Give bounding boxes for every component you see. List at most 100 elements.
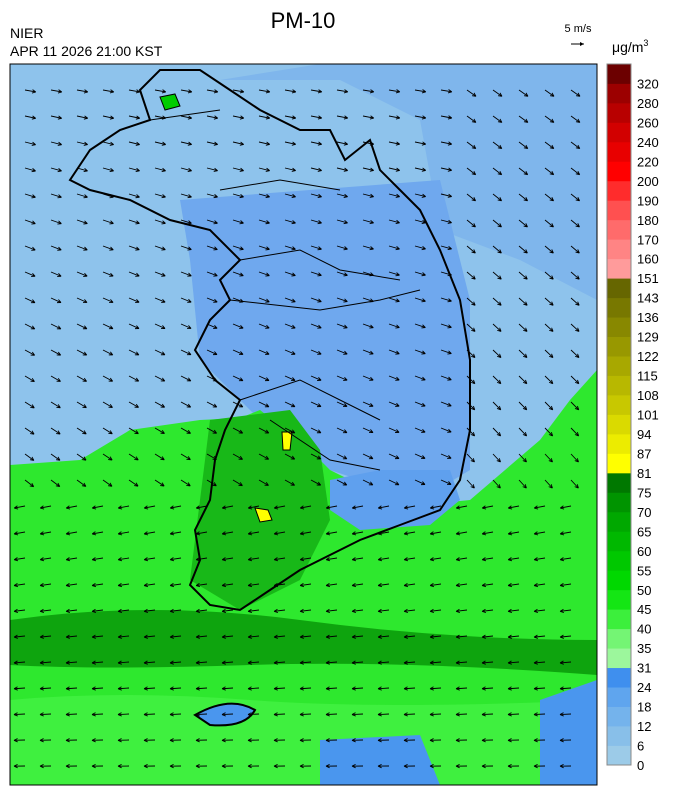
wind-arrow [351,557,364,562]
colorbar-label: 143 [637,291,659,306]
wind-arrow [206,375,218,382]
wind-arrow [388,323,400,329]
wind-arrow [258,115,271,120]
colorbar-segment [607,64,631,84]
colorbar-segment [607,472,631,493]
wind-arrow [403,686,416,691]
wind-arrow [533,557,546,562]
wind-arrow [24,115,37,120]
wind-arrow [533,763,546,769]
wind-arrow [221,634,234,639]
wind-arrow [273,531,286,536]
wind-arrow [351,763,364,769]
wind-arrow [169,738,182,743]
wind-arrow [50,401,61,409]
wind-arrow [388,115,401,120]
wind-arrow [91,738,104,743]
wind-arrow [492,297,502,306]
wind-arrow [377,582,390,588]
wind-arrow [388,479,400,486]
wind-arrow [362,453,374,460]
wind-arrow [195,634,208,639]
colorbar-label: 12 [637,719,651,734]
wind-arrow [336,219,348,225]
wind-arrow [429,634,442,639]
wind-arrow [388,141,401,146]
wind-arrow [492,479,501,489]
wind-arrow [128,167,140,173]
wind-arrow [206,401,218,408]
wind-arrow [403,582,416,588]
wind-arrow [492,375,502,385]
wind-arrow [143,582,156,588]
wind-arrow [518,89,529,97]
colorbar-segment [607,589,631,610]
wind-arrow [570,479,579,489]
wind-arrow [570,167,581,176]
colorbar-label: 0 [637,758,644,773]
wind-arrow [533,531,546,536]
colorbar-segment [607,550,631,571]
colorbar-segment [607,83,631,104]
wind-arrow [180,141,192,146]
wind-arrow [258,349,270,355]
wind-arrow [492,167,503,176]
wind-arrow [284,89,297,94]
wind-arrow [284,219,296,225]
wind-arrow [559,660,572,665]
colorbar-label: 45 [637,602,651,617]
wind-arrow [232,479,243,487]
wind-arrow [273,738,286,743]
wind-arrow [102,323,114,330]
wind-arrow [102,193,114,199]
wind-arrow [310,271,322,277]
wind-arrow [13,608,26,614]
wind-arrow [65,738,78,743]
wind-arrow [221,712,234,717]
wind-arrow [102,427,113,435]
wind-arrow [507,763,520,769]
wind-arrow [440,453,452,459]
wind-arrow [195,738,208,743]
colorbar-segment [607,745,631,766]
wind-arrow [507,608,520,614]
wind-arrow [50,193,62,199]
wind-arrow [325,738,338,743]
wind-arrow [455,531,468,536]
wind-arrow [206,427,218,434]
wind-arrow [76,323,88,330]
wind-arrow [206,193,218,199]
wind-arrow [143,531,156,536]
wind-arrow [570,219,580,228]
colorbar-segment [607,531,631,552]
wind-arrow [221,608,234,614]
wind-arrow [403,557,416,562]
wind-arrow [440,115,453,120]
wind-arrow [429,660,442,665]
wind-arrow [180,115,193,120]
wind-arrow [533,634,546,639]
wind-arrow [507,660,520,665]
wind-arrow [232,453,243,460]
wind-scale-arrow [571,42,584,46]
wind-arrow [299,712,312,717]
wind-arrow [351,608,364,614]
colorbar-label: 55 [637,563,651,578]
wind-arrow [544,375,554,385]
wind-arrow [258,219,270,225]
wind-arrow [336,115,349,120]
wind-arrow [559,712,572,717]
wind-arrow [284,245,296,251]
wind-arrow [388,427,400,433]
wind-arrow [544,193,555,202]
wind-arrow [195,582,208,588]
colorbar-segment [607,336,631,357]
wind-arrow [91,557,104,562]
wind-arrow [258,271,270,277]
wind-arrow [414,349,426,355]
wind-arrow [180,427,191,434]
wind-arrow [180,219,192,225]
wind-arrow [440,219,452,224]
wind-arrow [310,479,322,486]
wind-arrow [377,660,390,665]
